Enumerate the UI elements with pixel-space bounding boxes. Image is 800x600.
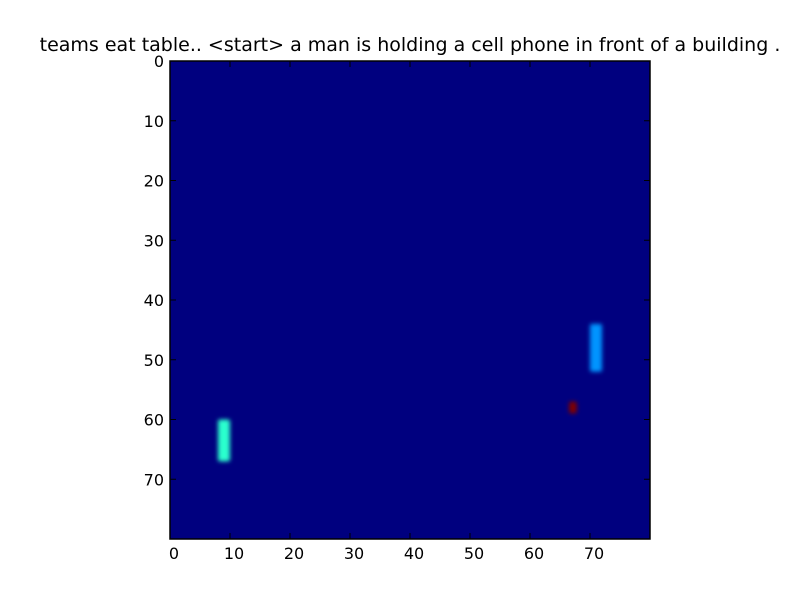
y-tick-label: 40 [144,291,164,310]
y-tick-label: 60 [144,411,164,430]
x-tick-label: 0 [169,544,179,563]
x-tick-label: 40 [404,544,424,563]
x-axis: 0 10 20 30 40 50 60 70 [169,61,604,563]
chart-title: teams eat table.. <start> a man is holdi… [39,34,781,56]
y-tick-label: 20 [144,172,164,191]
y-tick-label: 70 [144,470,164,489]
y-tick-label: 50 [144,351,164,370]
heatmap-hotspot-2 [218,419,230,462]
x-tick-label: 70 [584,544,604,563]
y-tick-label: 30 [144,231,164,250]
y-axis: 0 10 20 30 40 50 60 70 [144,52,650,489]
y-tick-label: 0 [154,52,164,71]
heatmap-background [170,61,650,539]
x-tick-label: 20 [284,544,304,563]
heatmap-cells [218,323,602,462]
heatmap-hotspot-1 [590,323,602,372]
x-tick-label: 10 [224,544,244,563]
heatmap-hotspot-3 [569,401,577,414]
x-tick-label: 60 [524,544,544,563]
x-tick-label: 30 [344,544,364,563]
x-tick-label: 50 [464,544,484,563]
y-tick-label: 10 [144,112,164,131]
